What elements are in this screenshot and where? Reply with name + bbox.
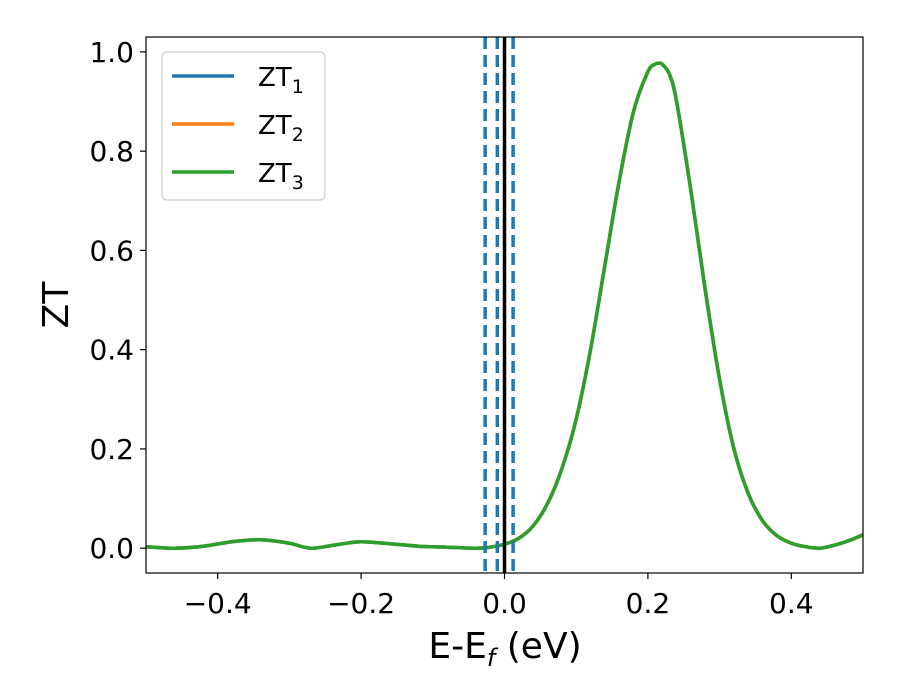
x-tick-label: −0.2: [327, 587, 395, 620]
legend-label-main: ZT: [258, 111, 292, 141]
legend-label-zt2: ZT2: [258, 111, 304, 146]
x-tick-label: 0.0: [482, 587, 527, 620]
y-tick-label: 0.2: [89, 433, 134, 466]
x-axis-label-suffix: (eV): [495, 626, 581, 667]
legend-label-zt1: ZT1: [258, 63, 304, 98]
legend-label-main: ZT: [258, 159, 292, 189]
y-tick-label: 0.4: [89, 334, 134, 367]
x-axis-label: E-Ef (eV): [428, 626, 581, 672]
x-axis-label-main: E-E: [428, 626, 486, 667]
legend-label-subscript: 1: [292, 76, 304, 98]
legend-box: [161, 51, 326, 201]
y-tick-label: 1.0: [89, 36, 134, 69]
y-axis-label: ZT: [36, 281, 77, 329]
legend-label-subscript: 3: [292, 172, 304, 194]
legend-label-main: ZT: [258, 63, 292, 93]
series-line-zt3: [146, 61, 863, 550]
y-tick-label: 0.6: [89, 234, 134, 267]
legend-label-subscript: 2: [292, 124, 304, 146]
y-tick-label: 0.0: [89, 532, 134, 565]
x-tick-label: 0.4: [769, 587, 814, 620]
plot-area: [146, 61, 863, 550]
x-tick-label: −0.4: [184, 587, 252, 620]
reference-lines: [483, 37, 515, 573]
axes: −0.4 −0.2 0.0 0.2 0.4 0.0 0.2 0.4 0.6 0.8 1.0: [89, 36, 864, 620]
x-tick-label: 0.2: [626, 587, 671, 620]
legend-label-zt3: ZT3: [258, 159, 304, 194]
y-tick-label: 0.8: [89, 135, 134, 168]
